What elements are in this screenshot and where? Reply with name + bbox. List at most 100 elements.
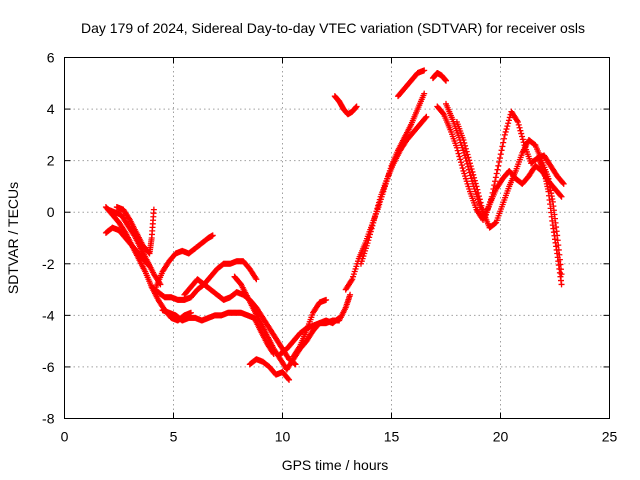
data-point [476, 196, 483, 203]
data-point [515, 121, 522, 128]
data-point [470, 171, 477, 178]
x-tick-label: 0 [61, 429, 69, 445]
data-point [458, 162, 465, 169]
series-arc-n [357, 113, 430, 267]
data-point [500, 139, 507, 146]
data-point [146, 263, 153, 270]
data-point [473, 183, 480, 190]
data-point [209, 232, 216, 239]
x-axis-label: GPS time / hours [282, 457, 389, 473]
data-point [472, 180, 479, 187]
data-point [368, 225, 375, 232]
data-point [457, 156, 464, 163]
data-point [503, 126, 510, 133]
data-point [496, 155, 503, 162]
x-tick-label: 10 [275, 429, 291, 445]
data-point [252, 274, 259, 281]
series-arc-v [545, 175, 565, 278]
data-point [495, 162, 502, 169]
data-point [296, 344, 303, 351]
data-point [375, 202, 382, 209]
data-point [286, 376, 293, 383]
data-point [497, 151, 504, 158]
data-point [459, 165, 466, 172]
y-tick-label: -2 [42, 256, 55, 272]
data-point [365, 237, 372, 244]
data-point [498, 147, 505, 154]
series-arc-o [331, 93, 360, 118]
data-point [519, 133, 526, 140]
data-point [474, 186, 481, 193]
data-point [504, 123, 511, 130]
data-point [376, 196, 383, 203]
series-arc-t [453, 118, 552, 231]
data-point [518, 130, 525, 137]
data-point [460, 137, 467, 144]
data-point [421, 90, 428, 97]
data-point [502, 128, 509, 135]
data-point [292, 361, 299, 368]
data-point [501, 131, 508, 138]
data-point [457, 159, 464, 166]
data-point [560, 180, 567, 187]
x-tick-label: 15 [384, 429, 400, 445]
data-point [475, 193, 482, 200]
data-point [371, 216, 378, 223]
chart-title: Day 179 of 2024, Sidereal Day-to-day VTE… [81, 20, 585, 36]
data-points [102, 67, 567, 383]
data-point [516, 124, 523, 131]
data-point [558, 271, 565, 278]
data-point [466, 157, 473, 164]
data-point [453, 144, 460, 151]
y-tick-label: -8 [42, 411, 55, 427]
data-point [514, 118, 521, 125]
data-point [471, 174, 478, 181]
x-tick-label: 5 [170, 429, 178, 445]
data-point [557, 192, 564, 199]
series-arc-j [246, 356, 293, 383]
data-point [468, 166, 475, 173]
data-point [187, 309, 194, 316]
data-point [489, 189, 496, 196]
data-point [479, 205, 486, 212]
data-point [493, 170, 500, 177]
data-point [462, 145, 469, 152]
y-tick-label: -6 [42, 359, 55, 375]
data-point [496, 158, 503, 165]
series-arc-q [429, 69, 449, 84]
series-arc-d [113, 204, 157, 257]
data-point [467, 163, 474, 170]
data-point [443, 77, 449, 84]
data-point [369, 222, 376, 229]
data-point [253, 276, 260, 283]
data-point [478, 202, 485, 209]
data-point [462, 142, 469, 149]
data-point [514, 117, 521, 124]
data-point [558, 193, 565, 200]
data-point [488, 193, 495, 200]
data-point [370, 219, 377, 226]
series-arc-g [159, 307, 277, 358]
x-tick-label: 20 [493, 429, 509, 445]
data-point [422, 114, 429, 121]
data-point [366, 234, 373, 241]
data-point [464, 151, 471, 158]
data-point [364, 240, 371, 247]
y-tick-label: 6 [47, 50, 55, 66]
data-point [150, 206, 157, 213]
series-arc-l [290, 296, 330, 360]
y-tick-label: -4 [42, 307, 55, 323]
data-point [490, 186, 497, 193]
x-tick-label: 25 [602, 429, 618, 445]
grid-lines [64, 57, 610, 419]
data-point [491, 182, 498, 189]
data-point [519, 136, 526, 143]
data-point [375, 199, 382, 206]
y-tick-label: 0 [47, 204, 55, 220]
data-point [463, 148, 470, 155]
data-point [517, 127, 524, 134]
data-point [372, 211, 379, 218]
data-point [559, 179, 566, 186]
data-point [499, 143, 506, 150]
